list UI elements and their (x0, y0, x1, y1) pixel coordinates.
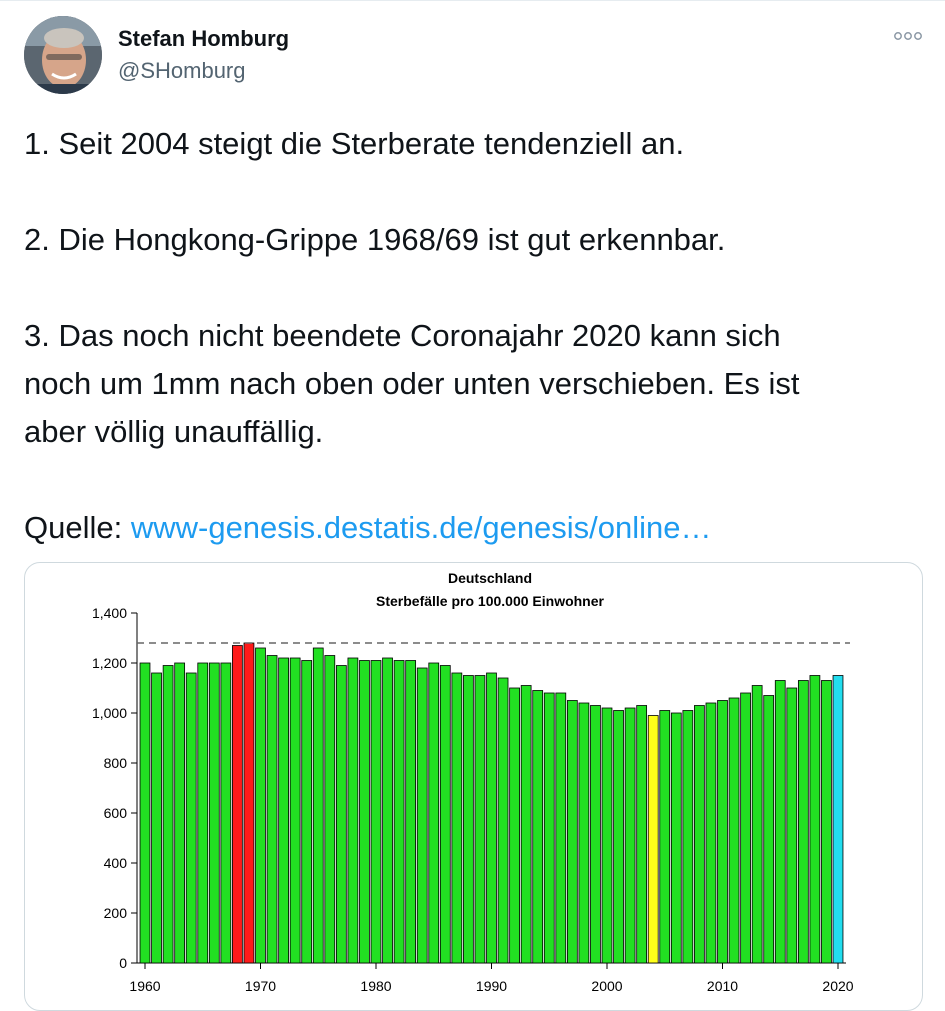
y-axis: 0 200 400 600 800 1,000 1,200 1,400 (92, 605, 138, 971)
bar-2008 (694, 705, 705, 964)
tweet-line-3c: aber völlig unauffällig. (24, 414, 324, 449)
y-tick-label: 800 (104, 755, 128, 771)
bar-1967 (220, 662, 232, 964)
tweet-line-2: 2. Die Hongkong-Grippe 1968/69 ist gut e… (24, 222, 726, 257)
bar-1982 (393, 660, 405, 964)
source-link[interactable]: www-genesis.destatis.de/genesis/online… (130, 510, 712, 545)
bar-1971 (266, 655, 278, 964)
profile-photo-icon (24, 16, 102, 94)
bar-1984 (416, 667, 428, 964)
tweet-line-3b: noch um 1mm nach oben oder unten verschi… (24, 366, 800, 401)
y-tick-label: 1,400 (92, 605, 127, 621)
bar-2002 (624, 707, 636, 964)
bars (139, 642, 844, 964)
bar-1988 (463, 675, 474, 964)
bar-1985 (428, 662, 440, 964)
bar-1993 (520, 685, 532, 964)
bar-1960 (139, 662, 151, 964)
bar-1987 (451, 672, 463, 964)
x-tick-label: 1990 (476, 978, 507, 994)
y-tick-label: 600 (104, 805, 128, 821)
x-tick-label: 2020 (822, 978, 853, 994)
chart-title: Deutschland (448, 570, 532, 586)
bar-2006 (670, 712, 682, 964)
bar-1991 (497, 677, 509, 964)
bar-1969 (243, 642, 255, 964)
chart-subtitle: Sterbefälle pro 100.000 Einwohner (376, 593, 605, 609)
bar-1996 (555, 692, 567, 964)
bar-2020 (832, 675, 844, 964)
bar-2004 (647, 715, 659, 964)
bar-1980 (370, 660, 382, 964)
bar-1994 (532, 690, 544, 964)
bar-2014 (763, 695, 775, 964)
bar-2010 (717, 700, 728, 964)
bar-1963 (174, 662, 186, 964)
more-options-button[interactable] (893, 28, 923, 44)
bar-1997 (566, 700, 578, 964)
x-tick-label: 2010 (707, 978, 738, 994)
bar-1974 (301, 660, 313, 964)
bar-1972 (278, 657, 289, 964)
bar-1986 (439, 665, 451, 964)
bar-chart: Deutschland Sterbefälle pro 100.000 Einw… (92, 570, 854, 994)
bar-1978 (347, 657, 359, 964)
bar-1992 (509, 687, 520, 964)
bar-1962 (162, 665, 174, 964)
bar-1983 (405, 660, 417, 964)
chart-card[interactable]: Deutschland Sterbefälle pro 100.000 Einw… (24, 562, 923, 1011)
bar-2017 (797, 680, 809, 964)
more-dots-icon (894, 32, 922, 40)
top-divider (0, 0, 945, 1)
author-handle[interactable]: @SHomburg (118, 58, 246, 83)
y-tick-label: 400 (104, 855, 128, 871)
bar-1965 (197, 662, 209, 964)
bar-1979 (359, 660, 370, 964)
bar-2012 (740, 692, 751, 964)
bar-1968 (232, 645, 243, 964)
bar-2001 (613, 710, 624, 964)
bar-2007 (682, 710, 694, 964)
bar-2000 (601, 707, 613, 964)
bar-1966 (208, 662, 220, 964)
x-axis: 1960 1970 1980 1990 2000 2010 2020 (129, 962, 854, 994)
y-tick-label: 1,200 (92, 655, 127, 671)
bar-1976 (324, 655, 336, 964)
bar-2015 (774, 680, 786, 964)
bar-2009 (705, 702, 717, 964)
author-name[interactable]: Stefan Homburg (118, 26, 290, 51)
bar-2013 (751, 685, 763, 964)
y-tick-label: 1,000 (92, 705, 127, 721)
bar-2005 (659, 710, 671, 964)
source-label: Quelle: (24, 510, 131, 545)
bar-1970 (255, 647, 266, 964)
bar-2011 (728, 697, 740, 964)
bar-1981 (382, 657, 393, 964)
tweet-line-3a: 3. Das noch nicht beendete Coronajahr 20… (24, 318, 781, 353)
bar-1999 (590, 705, 601, 964)
bar-1973 (289, 657, 301, 964)
x-tick-label: 2000 (591, 978, 622, 994)
bar-1961 (151, 672, 162, 964)
tweet-text: 1. Seit 2004 steigt die Sterberate tende… (24, 120, 914, 552)
bar-1964 (185, 672, 197, 964)
bar-2016 (786, 687, 798, 964)
tweet-source: Quelle: www-genesis.destatis.de/genesis/… (24, 504, 914, 552)
bar-1990 (486, 672, 497, 964)
bar-1998 (578, 702, 590, 964)
bar-2003 (636, 705, 648, 964)
bar-1975 (312, 647, 324, 964)
tweet-line-1: 1. Seit 2004 steigt die Sterberate tende… (24, 126, 685, 161)
bar-1995 (543, 692, 555, 964)
bar-2019 (821, 680, 832, 964)
bar-2018 (809, 675, 821, 964)
x-tick-label: 1970 (245, 978, 276, 994)
bar-1989 (474, 675, 486, 964)
x-tick-label: 1960 (129, 978, 160, 994)
y-tick-label: 0 (119, 955, 127, 971)
x-tick-label: 1980 (360, 978, 391, 994)
bar-1977 (335, 665, 347, 964)
y-tick-label: 200 (104, 905, 128, 921)
avatar[interactable] (24, 16, 102, 94)
